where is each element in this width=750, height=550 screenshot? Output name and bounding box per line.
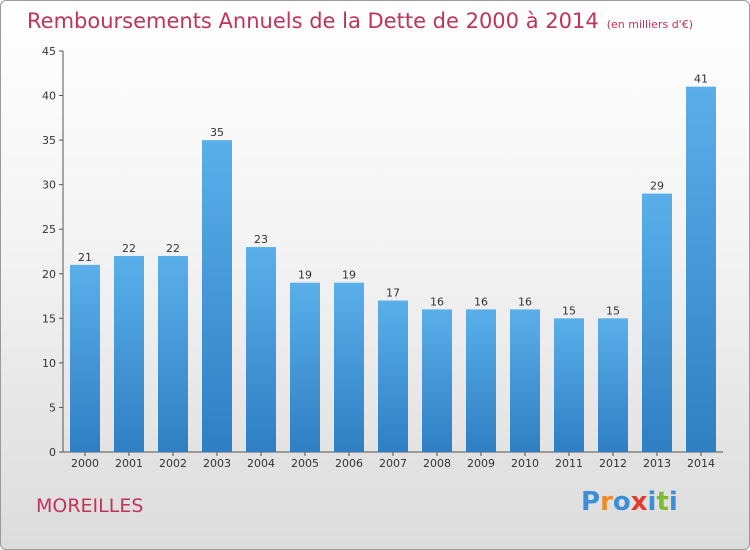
y-tick-label: 25 xyxy=(42,223,56,236)
bar-2006 xyxy=(334,282,364,452)
x-tick-label-2012: 2012 xyxy=(599,457,627,470)
chart-subtitle: (en milliers d'€) xyxy=(606,18,693,31)
bar-2010 xyxy=(510,309,540,452)
data-label-2010: 16 xyxy=(518,295,532,308)
y-tick-label: 20 xyxy=(42,268,56,281)
data-label-2009: 16 xyxy=(474,295,488,308)
commune-name: MOREILLES xyxy=(36,495,144,517)
bar-2003 xyxy=(202,140,232,452)
data-label-2005: 19 xyxy=(298,269,312,282)
x-tick-label-2005: 2005 xyxy=(291,457,319,470)
chart-title: Remboursements Annuels de la Dette de 20… xyxy=(27,9,693,33)
x-tick-label-2002: 2002 xyxy=(159,457,187,470)
logo-letter: i xyxy=(668,487,678,517)
x-tick-label-2003: 2003 xyxy=(203,457,231,470)
chart-title-text: Remboursements Annuels de la Dette de 20… xyxy=(27,9,599,33)
y-tick-label: 40 xyxy=(42,90,56,103)
bar-2008 xyxy=(422,309,452,452)
x-tick-label-2011: 2011 xyxy=(555,457,583,470)
data-label-2000: 21 xyxy=(78,251,92,264)
bar-2009 xyxy=(466,309,496,452)
logo-letter: t xyxy=(656,487,669,517)
data-label-2003: 35 xyxy=(210,126,224,139)
x-tick-label-2013: 2013 xyxy=(643,457,671,470)
data-label-2014: 41 xyxy=(694,73,708,86)
bar-2004 xyxy=(246,247,276,452)
y-tick-label: 5 xyxy=(49,401,56,414)
x-tick-label-2004: 2004 xyxy=(247,457,275,470)
data-labels: 21 22 22 35 23 19 19 17 16 16 16 15 15 29 41 xyxy=(78,73,708,318)
y-tick-label: 15 xyxy=(42,312,56,325)
y-tick-label: 35 xyxy=(42,134,56,147)
x-tick-label-2009: 2009 xyxy=(467,457,495,470)
bar-2007 xyxy=(378,300,408,452)
bar-2002 xyxy=(158,255,188,452)
x-tick-label-2008: 2008 xyxy=(423,457,451,470)
data-label-2001: 22 xyxy=(122,242,136,255)
bar-2001 xyxy=(114,255,144,452)
data-label-2013: 29 xyxy=(650,180,664,193)
logo-letter: x xyxy=(630,487,648,517)
bar-2005 xyxy=(290,282,320,452)
y-tick-label: 30 xyxy=(42,179,56,192)
y-tick-label: 45 xyxy=(42,45,56,58)
data-label-2008: 16 xyxy=(430,295,444,308)
proxiti-logo: Proxiti xyxy=(581,487,678,517)
x-tick-label-2001: 2001 xyxy=(115,457,143,470)
x-tick-labels: 2000 2001 2002 2003 2004 2005 2006 2007 2008 2009… xyxy=(71,457,715,470)
y-tick-labels: 0 5 10 15 20 25 30 35 40 45 xyxy=(42,45,56,459)
bar-2011 xyxy=(554,318,584,452)
x-tick-label-2006: 2006 xyxy=(335,457,363,470)
data-label-2012: 15 xyxy=(606,304,620,317)
data-label-2007: 17 xyxy=(386,287,400,300)
data-label-2011: 15 xyxy=(562,304,576,317)
x-tick-label-2000: 2000 xyxy=(71,457,99,470)
bar-2012 xyxy=(598,318,628,452)
bar-2013 xyxy=(642,193,672,453)
x-tick-label-2010: 2010 xyxy=(511,457,539,470)
data-label-2004: 23 xyxy=(254,233,268,246)
logo-letter: r xyxy=(600,487,613,517)
logo-letter: i xyxy=(647,487,657,517)
y-tick-label: 10 xyxy=(42,357,56,370)
y-tick-label: 0 xyxy=(49,446,56,459)
data-label-2006: 19 xyxy=(342,269,356,282)
logo-letter: P xyxy=(581,487,601,517)
bar-2014 xyxy=(686,86,716,453)
bars xyxy=(70,86,716,453)
logo-letter: o xyxy=(612,487,631,517)
x-tick-label-2007: 2007 xyxy=(379,457,407,470)
bar-2000 xyxy=(70,264,100,452)
data-label-2002: 22 xyxy=(166,242,180,255)
x-tick-label-2014: 2014 xyxy=(687,457,715,470)
